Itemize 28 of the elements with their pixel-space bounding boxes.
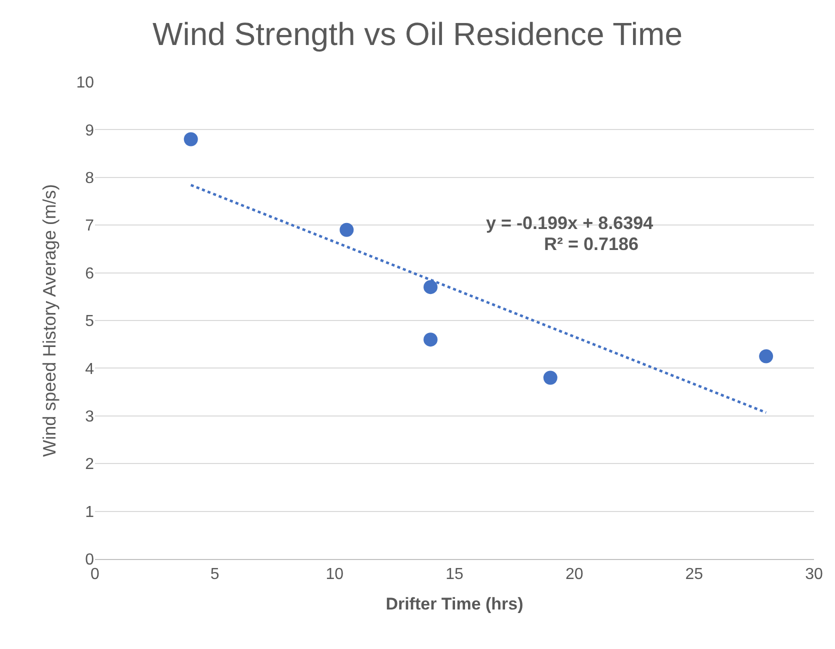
x-tick-label: 5 [210,566,220,584]
point [340,222,354,237]
y-tick-label: 5 [85,313,94,330]
y-tick-label: 10 [76,74,94,92]
point [424,280,438,294]
y-tick-label: 7 [85,218,94,235]
point [424,332,438,347]
x-axis-title: Drifter Time (hrs) [386,594,524,614]
y-tick-label: 1 [85,504,94,521]
annotation: y = -0.199x + 8.6394 [486,213,654,233]
x-tick-label: 20 [565,566,584,584]
point [184,132,198,146]
y-tick-label: 8 [85,170,94,187]
y-tick-label: 0 [85,552,94,569]
x-tick-label: 25 [685,566,704,584]
y-tick-label: 2 [85,456,94,474]
annotation: R² = 0.7186 [544,234,639,254]
point [759,349,774,364]
point [543,370,558,385]
x-tick-label: 30 [805,566,823,584]
x-tick-label: 15 [446,566,464,584]
y-tick-label: 3 [85,408,94,426]
y-axis-title: Wind speed History Average (m/s) [39,184,60,457]
y-tick-label: 4 [85,360,94,378]
y-tick-label: 6 [85,265,94,282]
x-tick-label: 10 [326,566,344,584]
y-tick-label: 9 [85,122,94,140]
chart-title: Wind Strength vs Oil Residence Time [152,16,682,52]
